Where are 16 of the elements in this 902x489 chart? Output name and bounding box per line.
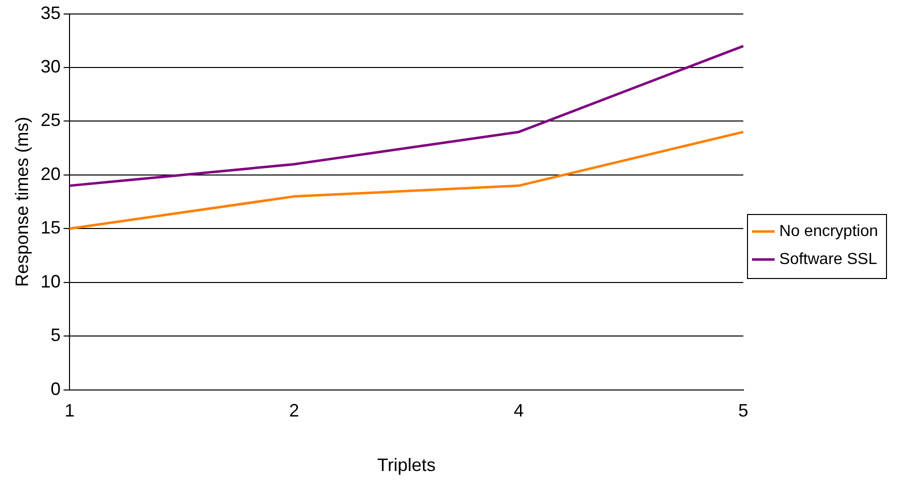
- y-axis-title: Response times (ms): [12, 116, 32, 287]
- y-tick-label: 20: [40, 164, 61, 184]
- y-tick-label: 0: [50, 378, 61, 399]
- x-tick-label: 2: [289, 400, 300, 421]
- y-tick-label: 5: [50, 325, 61, 346]
- y-tick-label: 30: [40, 56, 61, 76]
- x-axis-title: Triplets: [377, 455, 436, 476]
- y-tick-label: 25: [40, 110, 61, 130]
- y-tick-label: 15: [40, 218, 61, 238]
- y-tick-label: 10: [40, 271, 61, 292]
- x-tick-label: 4: [514, 400, 524, 421]
- x-tick-label: 1: [64, 400, 75, 421]
- y-tick-label: 35: [40, 2, 61, 23]
- x-tick-label: 5: [738, 400, 748, 421]
- legend-label: No encryption: [779, 222, 878, 240]
- legend-label: Software SSL: [779, 250, 878, 268]
